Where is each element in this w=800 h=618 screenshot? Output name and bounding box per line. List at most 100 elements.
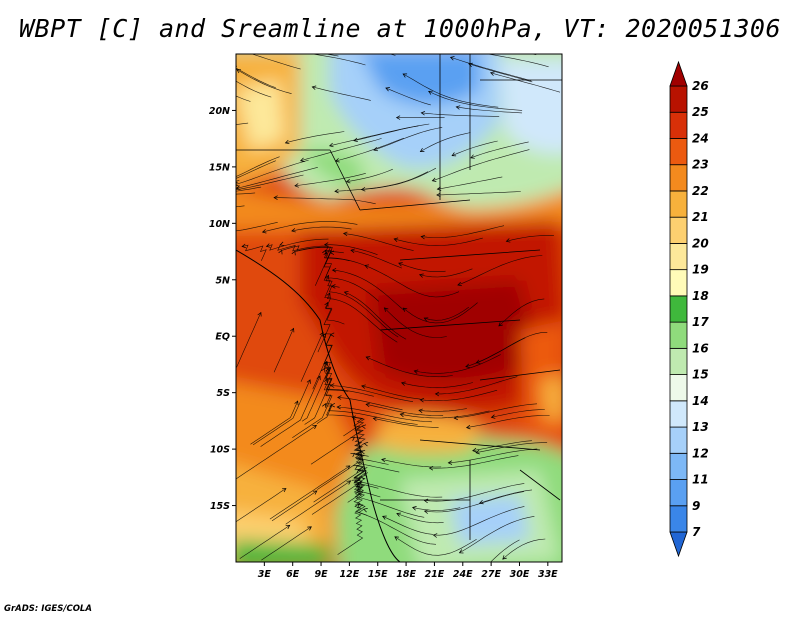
streamline [324,244,378,255]
colorbar-label: 26 [692,79,709,93]
y-tick-label: 20N [209,106,230,117]
colorbar-box [669,321,688,349]
streamline [337,504,366,555]
streamline-arrow [419,148,425,152]
streamline-arrow [311,85,317,90]
colorbar-label: 15 [692,368,709,382]
streamline-arrow [361,384,366,389]
streamline-arrow [291,48,295,52]
y-tick-label: 15S [210,501,230,512]
streamline [450,57,532,82]
streamline-arrow [472,447,477,453]
streamline-arrow [334,158,340,163]
streamline [294,173,366,187]
streamline [335,137,404,162]
streamline [432,149,530,182]
colorbar-label: 22 [692,184,709,198]
streamline [358,508,437,545]
streamline-arrow [372,416,378,422]
streamline-arrow [502,555,507,560]
streamline [317,302,332,353]
streamline-arrow [393,237,399,242]
streamline-arrow [257,311,262,317]
colorbar-box [669,479,688,507]
x-tick-label: 12E [340,569,360,580]
streamline-arrow [294,42,298,46]
streamline-arrow [343,290,349,296]
streamline [266,238,329,251]
streamline-arrow [434,391,440,397]
streamline [262,221,358,233]
streamline-arrow [360,187,366,192]
streamline [433,506,525,536]
y-tick-label: 5N [215,275,230,286]
streamline [324,54,339,57]
streamline [355,451,400,473]
streamline [394,237,483,246]
streamline-arrow [447,460,453,465]
streamline-arrow [291,228,296,233]
streamline-arrow [423,509,429,514]
x-tick-label: 30E [510,569,530,580]
streamline-arrow [458,549,464,554]
colorbar-label: 24 [692,131,709,145]
streamline [402,73,499,108]
colorbar-label: 16 [692,341,709,355]
streamline [486,54,549,68]
colorbar-label: 12 [692,446,709,460]
streamline-arrow [363,472,368,477]
colorbar-box [669,111,688,139]
y-tick-label: EQ [215,332,230,343]
streamline [294,246,350,262]
colorbar-box [669,243,688,271]
streamline-arrow [323,378,328,384]
streamline-arrow [351,415,357,420]
streamline-arrow [382,515,387,520]
streamline-arrow [460,48,464,52]
streamline [337,397,403,411]
streamline-arrow [470,154,475,159]
streamline-arrow [273,195,278,200]
streamline [252,379,311,446]
streamline [323,361,374,397]
streamline-arrow [423,317,429,322]
streamline [361,167,437,190]
streamline-arrow [177,194,181,198]
streamline [236,122,249,125]
streamline-arrow [428,465,434,471]
streamline [451,140,498,156]
streamline [361,385,421,400]
streamline [343,233,414,251]
streamline [250,54,301,70]
streamline-arrow [451,152,457,157]
streamline [242,244,267,261]
streamline-arrow [265,243,271,248]
streamline-arrow [202,185,206,189]
streamline-arrow [449,56,455,61]
streamline [353,479,368,516]
x-tick-label: 9E [314,569,328,580]
x-tick-label: 3E [258,569,272,580]
colorbar-box [669,190,688,218]
colorbar-box [669,295,688,323]
streamline-arrow [232,47,236,51]
streamline [366,356,453,378]
streamline [236,159,309,185]
streamline [394,536,477,556]
streamline [236,80,272,98]
colorbar-box [669,269,688,297]
streamline [490,72,561,93]
streamline [373,418,439,428]
streamline-arrow [351,479,357,484]
y-tick-label: 15N [209,162,230,173]
streamline-arrow [400,381,406,386]
streamline-arrow [395,115,401,120]
streamline-arrow [398,262,403,267]
colorbar-label: 11 [692,473,709,487]
streamline-arrow [160,193,164,197]
colorbar-box [669,426,688,454]
streamline [435,376,518,395]
streamline-arrow [291,250,296,256]
streamline [353,125,419,141]
streamline-arrow [402,307,408,312]
